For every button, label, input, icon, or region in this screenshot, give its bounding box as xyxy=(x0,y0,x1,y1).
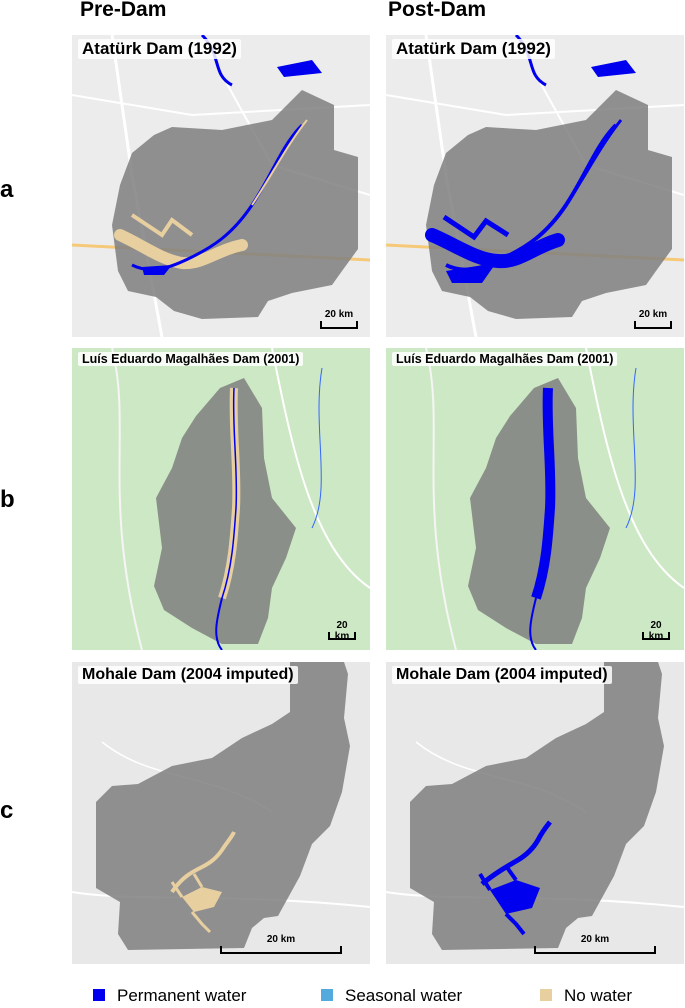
scale-label: 20 km xyxy=(638,309,668,320)
scale-label: 20 km xyxy=(580,934,610,945)
scale-label: 20 km xyxy=(324,309,354,320)
legend-item-no-water: No water xyxy=(540,986,632,1006)
panel-title-c-pre: Mohale Dam (2004 imputed) xyxy=(78,666,298,684)
scale-bar-c-pre: 20 km xyxy=(220,934,342,954)
seasonal-water-swatch xyxy=(321,988,333,1001)
legend-label: No water xyxy=(564,986,633,1005)
scale-label: 20 km xyxy=(334,620,350,642)
scale-bar-b-post: 20 km xyxy=(642,620,670,642)
panel-title-b-post: Luís Eduardo Magalhães Dam (2001) xyxy=(392,352,618,366)
panel-title-a-pre: Atatürk Dam (1992) xyxy=(78,39,241,59)
row-label-c: c xyxy=(0,797,14,824)
map-panel-b-pre: Luís Eduardo Magalhães Dam (2001) 20 km xyxy=(72,348,370,650)
no-water-swatch xyxy=(540,988,552,1001)
row-label-b: b xyxy=(0,486,15,513)
map-a-post-graphic xyxy=(386,35,684,337)
legend-label: Seasonal water xyxy=(345,986,463,1005)
scale-label: 20 km xyxy=(266,934,296,945)
legend-item-seasonal: Seasonal water xyxy=(321,986,462,1006)
map-panel-c-post: Mohale Dam (2004 imputed) 20 km xyxy=(386,662,684,964)
map-b-post-graphic xyxy=(425,348,684,650)
map-c-pre-graphic xyxy=(72,662,370,950)
column-header-pre-dam: Pre-Dam xyxy=(80,0,167,21)
scale-label: 20 km xyxy=(648,620,664,642)
scale-bar-a-pre: 20 km xyxy=(320,309,358,329)
row-label-a: a xyxy=(0,176,14,203)
map-b-pre-graphic xyxy=(111,348,370,650)
map-panel-b-post: Luís Eduardo Magalhães Dam (2001) 20 km xyxy=(386,348,684,650)
legend: Permanent water Seasonal water No water xyxy=(0,986,685,1008)
scale-bar-b-pre: 20 km xyxy=(328,620,356,642)
scale-bar-c-post: 20 km xyxy=(534,934,656,954)
scale-bar-a-post: 20 km xyxy=(634,309,672,329)
panel-title-c-post: Mohale Dam (2004 imputed) xyxy=(392,666,612,684)
column-header-post-dam: Post-Dam xyxy=(388,0,487,21)
panel-title-a-post: Atatürk Dam (1992) xyxy=(392,39,555,59)
map-panel-a-post: Atatürk Dam (1992) 20 km xyxy=(386,35,684,337)
permanent-water-swatch xyxy=(93,988,105,1001)
map-a-pre-graphic xyxy=(72,35,370,337)
map-panel-c-pre: Mohale Dam (2004 imputed) 20 km xyxy=(72,662,370,964)
map-c-post-graphic xyxy=(386,662,684,950)
map-panel-a-pre: Atatürk Dam (1992) 20 km xyxy=(72,35,370,337)
panel-title-b-pre: Luís Eduardo Magalhães Dam (2001) xyxy=(78,352,304,366)
legend-label: Permanent water xyxy=(117,986,247,1005)
legend-item-permanent: Permanent water xyxy=(93,986,246,1006)
